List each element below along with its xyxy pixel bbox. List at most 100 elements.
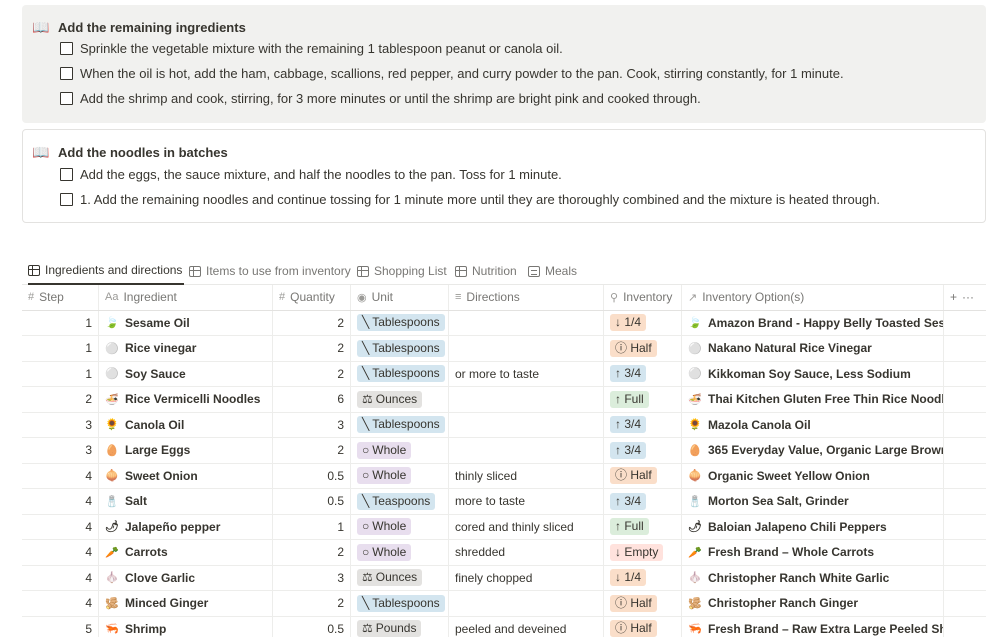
inventory-option-cell[interactable]: 🥕 Fresh Brand – Whole Carrots <box>682 540 944 565</box>
inventory-option-link[interactable]: Baloian Jalapeno Chili Peppers <box>708 519 887 534</box>
step-cell[interactable]: 3 <box>22 438 99 463</box>
checkbox[interactable] <box>60 42 73 55</box>
ingredient-cell[interactable]: 🍃 Sesame Oil <box>99 310 273 335</box>
directions-cell[interactable] <box>449 412 604 437</box>
table-row[interactable]: 3 🌻 Canola Oil 3 ╲ Tablespoons ↑ 3/4 🌻 Mazola Ca… <box>22 412 986 438</box>
inventory-option-link[interactable]: 365 Everyday Value, Organic Large Brown … <box>708 443 943 458</box>
table-row[interactable]: 1 🍃 Sesame Oil 2 ╲ Tablespoons ↓ 1/4 🍃 Amazon Br… <box>22 310 986 336</box>
unit-cell[interactable]: ⚖ Ounces <box>351 565 449 590</box>
unit-cell[interactable]: ○ Whole <box>351 438 449 463</box>
directions-cell[interactable]: shredded <box>449 540 604 565</box>
unit-cell[interactable]: ╲ Tablespoons <box>351 361 449 386</box>
unit-cell[interactable]: ╲ Tablespoons <box>351 412 449 437</box>
ingredient-cell[interactable]: 🧄 Clove Garlic <box>99 565 273 590</box>
column-header-ingredient[interactable]: Aa Ingredient <box>99 285 273 310</box>
quantity-cell[interactable]: 2 <box>273 591 351 616</box>
unit-cell[interactable]: ⚖ Pounds <box>351 616 449 637</box>
table-row[interactable]: 4 🧂 Salt 0.5 ╲ Teaspoons more to taste ↑ 3/4 🧂 Mo… <box>22 489 986 515</box>
directions-cell[interactable] <box>449 336 604 361</box>
tab-ingredients-and-directions[interactable]: Ingredients and directions <box>28 257 185 285</box>
column-header-inventory[interactable]: ⚲ Inventory <box>604 285 682 310</box>
quantity-cell[interactable]: 1 <box>273 514 351 539</box>
directions-cell[interactable] <box>449 591 604 616</box>
inventory-cell[interactable]: ↑ Full <box>604 514 682 539</box>
unit-cell[interactable]: ⚖ Ounces <box>351 387 449 412</box>
table-row[interactable]: 3 🥚 Large Eggs 2 ○ Whole ↑ 3/4 🥚 365 Everyday Va… <box>22 438 986 464</box>
inventory-option-cell[interactable]: ⚪ Kikkoman Soy Sauce, Less Sodium <box>682 361 944 386</box>
step-cell[interactable]: 4 <box>22 514 99 539</box>
todo-item[interactable]: When the oil is hot, add the ham, cabbag… <box>60 66 844 81</box>
table-row[interactable]: 1 ⚪ Rice vinegar 2 ╲ Tablespoons ⓘ Half ⚪ Nakano… <box>22 336 986 362</box>
directions-cell[interactable]: peeled and deveined <box>449 616 604 637</box>
column-header-unit[interactable]: ◉ Unit <box>351 285 449 310</box>
quantity-cell[interactable]: 6 <box>273 387 351 412</box>
ingredient-cell[interactable]: 🦐 Shrimp <box>99 616 273 637</box>
inventory-option-link[interactable]: Nakano Natural Rice Vinegar <box>708 341 872 356</box>
table-row[interactable]: 1 ⚪ Soy Sauce 2 ╲ Tablespoons or more to taste… <box>22 361 986 387</box>
inventory-cell[interactable]: ↑ 3/4 <box>604 412 682 437</box>
directions-cell[interactable]: thinly sliced <box>449 463 604 488</box>
step-cell[interactable]: 4 <box>22 463 99 488</box>
step-cell[interactable]: 4 <box>22 540 99 565</box>
directions-cell[interactable]: or more to taste <box>449 361 604 386</box>
ingredient-cell[interactable]: 🥚 Large Eggs <box>99 438 273 463</box>
inventory-option-cell[interactable]: 🥚 365 Everyday Value, Organic Large Brown… <box>682 438 944 463</box>
inventory-option-cell[interactable]: 🍃 Amazon Brand - Happy Belly Toasted Sesa… <box>682 310 944 335</box>
column-header-inventory-options[interactable]: ↗ Inventory Option(s) <box>682 285 944 310</box>
inventory-cell[interactable]: ↓ 1/4 <box>604 565 682 590</box>
inventory-option-link[interactable]: Christopher Ranch Ginger <box>708 596 859 611</box>
inventory-option-link[interactable]: Christopher Ranch White Garlic <box>708 570 890 585</box>
inventory-option-link[interactable]: Amazon Brand - Happy Belly Toasted Sesam… <box>708 315 944 330</box>
checkbox[interactable] <box>60 168 73 181</box>
inventory-cell[interactable]: ⓘ Half <box>604 336 682 361</box>
inventory-cell[interactable]: ⓘ Half <box>604 463 682 488</box>
column-header-quantity[interactable]: # Quantity <box>273 285 351 310</box>
inventory-option-cell[interactable]: 🍜 Thai Kitchen Gluten Free Thin Rice Nood… <box>682 387 944 412</box>
tab-meals[interactable]: Meals <box>528 257 577 285</box>
inventory-cell[interactable]: ↑ 3/4 <box>604 489 682 514</box>
unit-cell[interactable]: ╲ Tablespoons <box>351 336 449 361</box>
tab-nutrition[interactable]: Nutrition <box>455 257 517 285</box>
more-options-button[interactable]: ··· <box>962 290 975 305</box>
quantity-cell[interactable]: 2 <box>273 540 351 565</box>
inventory-option-cell[interactable]: 🌻 Mazola Canola Oil <box>682 412 944 437</box>
directions-cell[interactable]: more to taste <box>449 489 604 514</box>
step-cell[interactable]: 5 <box>22 616 99 637</box>
unit-cell[interactable]: ╲ Tablespoons <box>351 591 449 616</box>
step-cell[interactable]: 1 <box>22 336 99 361</box>
inventory-option-cell[interactable]: 🦐 Fresh Brand – Raw Extra Large Peeled Sh… <box>682 616 944 637</box>
inventory-option-cell[interactable]: 🧅 Organic Sweet Yellow Onion <box>682 463 944 488</box>
quantity-cell[interactable]: 0.5 <box>273 489 351 514</box>
ingredient-cell[interactable]: 🌶 Jalapeño pepper <box>99 514 273 539</box>
inventory-option-link[interactable]: Morton Sea Salt, Grinder <box>708 494 849 509</box>
quantity-cell[interactable]: 2 <box>273 310 351 335</box>
quantity-cell[interactable]: 2 <box>273 336 351 361</box>
ingredient-cell[interactable]: 🌻 Canola Oil <box>99 412 273 437</box>
checkbox[interactable] <box>60 67 73 80</box>
inventory-cell[interactable]: ↑ 3/4 <box>604 438 682 463</box>
inventory-option-cell[interactable]: 🧂 Morton Sea Salt, Grinder <box>682 489 944 514</box>
inventory-option-link[interactable]: Mazola Canola Oil <box>708 417 811 432</box>
unit-cell[interactable]: ╲ Tablespoons <box>351 310 449 335</box>
ingredient-cell[interactable]: 🫚 Minced Ginger <box>99 591 273 616</box>
column-header-directions[interactable]: ≡ Directions <box>449 285 604 310</box>
inventory-cell[interactable]: ↓ Empty <box>604 540 682 565</box>
table-row[interactable]: 4 🌶 Jalapeño pepper 1 ○ Whole cored and thinly… <box>22 514 986 540</box>
inventory-option-cell[interactable]: 🌶 Baloian Jalapeno Chili Peppers <box>682 514 944 539</box>
ingredient-cell[interactable]: 🧂 Salt <box>99 489 273 514</box>
unit-cell[interactable]: ╲ Teaspoons <box>351 489 449 514</box>
directions-cell[interactable]: finely chopped <box>449 565 604 590</box>
directions-cell[interactable] <box>449 387 604 412</box>
inventory-option-link[interactable]: Kikkoman Soy Sauce, Less Sodium <box>708 366 911 381</box>
inventory-option-cell[interactable]: 🫚 Christopher Ranch Ginger <box>682 591 944 616</box>
inventory-option-link[interactable]: Thai Kitchen Gluten Free Thin Rice Noodl… <box>708 392 944 407</box>
step-cell[interactable]: 3 <box>22 412 99 437</box>
quantity-cell[interactable]: 0.5 <box>273 616 351 637</box>
checkbox[interactable] <box>60 193 73 206</box>
ingredient-cell[interactable]: 🧅 Sweet Onion <box>99 463 273 488</box>
ingredient-cell[interactable]: 🥕 Carrots <box>99 540 273 565</box>
inventory-option-link[interactable]: Organic Sweet Yellow Onion <box>708 468 870 483</box>
unit-cell[interactable]: ○ Whole <box>351 463 449 488</box>
quantity-cell[interactable]: 3 <box>273 412 351 437</box>
quantity-cell[interactable]: 3 <box>273 565 351 590</box>
